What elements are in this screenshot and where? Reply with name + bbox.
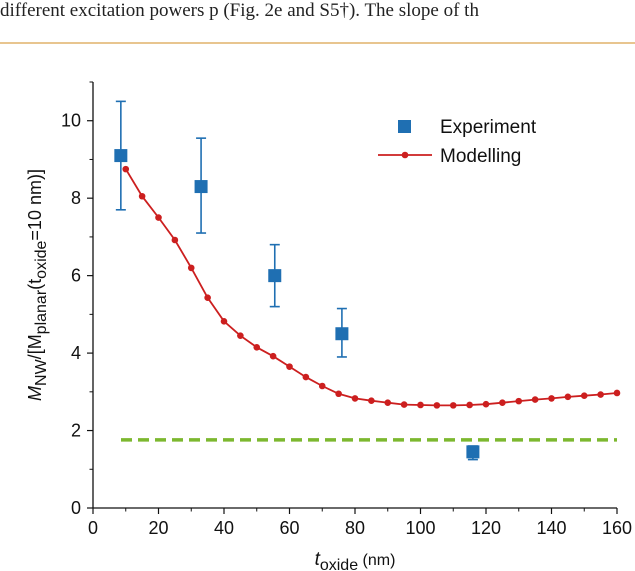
y-tick-label: 6 — [71, 266, 81, 286]
y-tick-label: 0 — [71, 498, 81, 518]
modelling-point — [302, 373, 310, 381]
modelling-point — [531, 396, 539, 403]
modelling-point — [499, 399, 506, 406]
modelling-point — [482, 400, 490, 408]
legend-label-experiment: Experiment — [440, 117, 537, 138]
experiment-point — [335, 327, 349, 341]
modelling-point — [253, 343, 261, 351]
legend-marker-modelling — [401, 151, 409, 159]
modelling-point — [548, 395, 555, 402]
experiment-point — [114, 149, 128, 163]
experiment-point — [466, 445, 480, 459]
modelling-series — [122, 165, 621, 409]
modelling-line — [125, 168, 618, 407]
modelling-point — [417, 401, 424, 409]
y-tick-label: 2 — [71, 421, 81, 441]
axes: 0 20 40 60 80 100 120 140 160 0 2 4 6 8 10 — [61, 81, 632, 538]
modelling-point — [580, 392, 588, 399]
modelling-point — [400, 401, 408, 408]
legend-marker-experiment — [398, 120, 411, 133]
modelling-point — [269, 352, 277, 360]
legend-label-modelling: Modelling — [440, 146, 521, 167]
modelling-point — [204, 294, 211, 302]
x-tick-label: 40 — [214, 518, 234, 538]
axis-labels: toxide (nm) MNW/[Mplanar(toxide=10 nm)] — [25, 169, 395, 571]
modelling-point — [515, 397, 523, 405]
experiment-point — [268, 269, 282, 283]
section-divider — [0, 42, 635, 44]
x-tick-label: 140 — [536, 518, 566, 538]
experiment-point — [194, 180, 208, 194]
modelling-point — [564, 393, 572, 401]
x-tick-label: 0 — [88, 518, 98, 538]
modelling-point — [171, 236, 179, 244]
modelling-point — [466, 401, 473, 409]
modelling-point — [449, 402, 457, 409]
x-tick-label: 100 — [405, 518, 435, 538]
modelling-point — [187, 264, 195, 272]
modelling-point — [613, 389, 621, 397]
modelling-point — [138, 192, 146, 200]
y-tick-label: 4 — [71, 343, 81, 363]
modelling-point — [237, 332, 244, 339]
x-tick-label: 20 — [148, 518, 168, 538]
modelling-point — [597, 391, 604, 398]
y-axis-label: MNW/[Mplanar(toxide=10 nm)] — [25, 169, 50, 401]
x-tick-label: 120 — [471, 518, 501, 538]
modelling-point — [286, 363, 293, 370]
experiment-series — [114, 100, 480, 461]
modelling-point — [318, 382, 326, 390]
x-tick-label: 80 — [345, 518, 365, 538]
modelling-point — [122, 165, 130, 173]
modelling-point — [433, 402, 441, 409]
legend: Experiment Modelling — [378, 117, 537, 167]
modelling-point — [351, 395, 359, 402]
modelling-point — [384, 399, 392, 406]
modelling-point — [155, 214, 162, 221]
modelling-point — [335, 390, 342, 398]
y-tick-label: 8 — [71, 188, 81, 208]
x-axis-label: toxide (nm) — [315, 549, 396, 571]
x-tick-label: 60 — [279, 518, 299, 538]
y-tick-label: 10 — [61, 111, 81, 131]
modelling-point — [220, 318, 228, 325]
x-tick-label: 160 — [602, 518, 632, 538]
modelling-point — [368, 397, 375, 405]
body-text-snippet: different excitation powers p (Fig. 2e a… — [0, 0, 479, 21]
